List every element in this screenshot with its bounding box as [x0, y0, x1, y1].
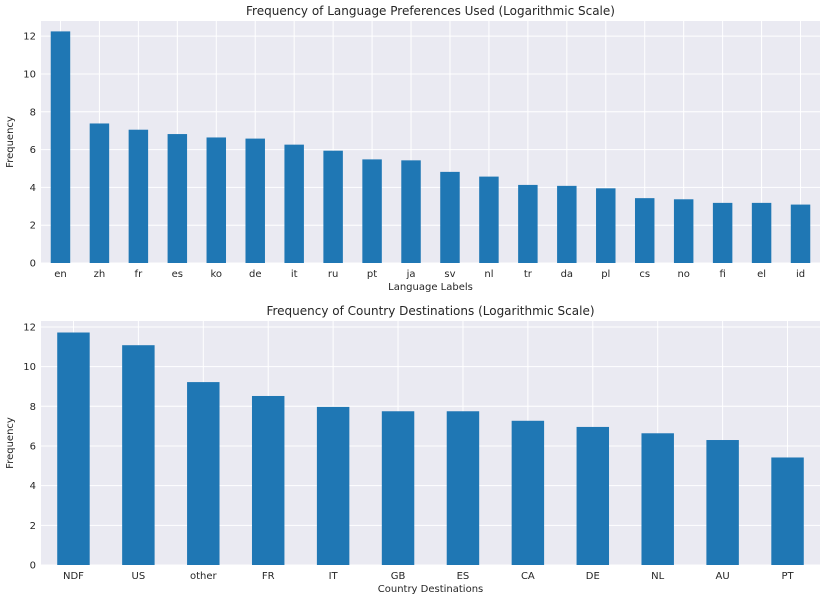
- x-tick-label: NDF: [63, 571, 84, 582]
- chart-title: Frequency of Language Preferences Used (…: [246, 4, 615, 18]
- bar-FR: [251, 395, 285, 565]
- bar-id: [790, 204, 811, 263]
- bars: [50, 31, 811, 263]
- y-tick-label: 6: [30, 441, 36, 452]
- bar-en: [50, 31, 71, 263]
- x-tick-label: other: [190, 571, 218, 582]
- bar-fr: [128, 129, 149, 263]
- bar-no: [673, 199, 694, 263]
- bar-pl: [596, 188, 616, 263]
- bar-NL: [641, 433, 674, 565]
- y-tick-label: 4: [30, 481, 36, 492]
- x-tick-label: el: [757, 269, 766, 280]
- x-tick-label: fi: [719, 269, 725, 280]
- bar-nl: [479, 176, 499, 263]
- x-tick-label: DE: [586, 571, 600, 582]
- country-destinations-chart: 0 2 4 6 8 10 12 NDF US other FR IT GB ES CA DE NL AU PT F…: [5, 304, 820, 595]
- x-tick-label: it: [291, 269, 298, 280]
- bar-it: [284, 144, 304, 263]
- x-tick-label: US: [132, 571, 146, 582]
- bar-el: [751, 202, 772, 263]
- x-tick-label: PT: [781, 571, 794, 582]
- x-tick-label: FR: [262, 571, 275, 582]
- x-tick-labels: en zh fr es ko de it ru pt ja sv nl tr da pl cs no fi el id: [54, 269, 805, 280]
- bar-IT: [316, 406, 350, 565]
- bar-DE: [576, 426, 610, 565]
- x-tick-label: ru: [328, 269, 338, 280]
- x-tick-label: no: [677, 269, 689, 280]
- x-tick-label: pt: [367, 269, 377, 280]
- x-tick-label: es: [172, 269, 183, 280]
- y-tick-label: 12: [23, 32, 36, 43]
- x-tick-label: nl: [484, 269, 493, 280]
- x-tick-label: CA: [521, 571, 535, 582]
- bar-NDF: [57, 332, 90, 565]
- x-tick-label: AU: [716, 571, 730, 582]
- bar-other: [187, 382, 220, 565]
- y-tick-label: 10: [23, 362, 36, 373]
- chart-title: Frequency of Country Destinations (Logar…: [266, 304, 594, 318]
- bar-tr: [518, 184, 538, 263]
- x-axis-label: Country Destinations: [378, 584, 484, 595]
- y-tick-labels: 0 2 4 6 8 10 12: [23, 32, 36, 270]
- plot-area: [41, 21, 820, 263]
- y-tick-label: 12: [23, 322, 36, 333]
- x-tick-label: ES: [457, 571, 470, 582]
- x-tick-label: id: [796, 269, 805, 280]
- x-axis-label: Language Labels: [388, 282, 473, 293]
- bar-GB: [381, 411, 415, 565]
- x-tick-label: ko: [210, 269, 222, 280]
- x-tick-label: de: [249, 269, 262, 280]
- x-tick-label: ja: [406, 269, 416, 280]
- y-tick-labels: 0 2 4 6 8 10 12: [23, 322, 36, 571]
- y-tick-label: 6: [30, 145, 36, 156]
- y-axis-label: Frequency: [5, 417, 16, 469]
- bar-ES: [446, 411, 480, 565]
- language-preferences-chart: 0 2 4 6 8 10 12 en zh fr es ko de it ru pt ja sv nl tr da pl…: [5, 4, 820, 293]
- bar-pt: [362, 159, 382, 263]
- plot-area: [41, 321, 820, 565]
- bar-fi: [712, 202, 733, 263]
- y-tick-label: 8: [30, 107, 36, 118]
- y-tick-label: 2: [30, 221, 36, 232]
- x-tick-label: zh: [94, 269, 106, 280]
- bar-sv: [440, 171, 460, 263]
- bar-ko: [206, 137, 227, 263]
- x-tick-label: fr: [135, 269, 144, 280]
- bars: [57, 332, 804, 565]
- bar-de: [245, 138, 265, 263]
- bar-es: [167, 134, 188, 263]
- bar-US: [122, 345, 155, 565]
- y-tick-label: 0: [30, 259, 36, 270]
- x-tick-label: NL: [651, 571, 664, 582]
- x-tick-label: sv: [444, 269, 455, 280]
- bar-PT: [771, 457, 804, 565]
- x-tick-label: cs: [639, 269, 650, 280]
- bar-AU: [706, 440, 739, 565]
- y-axis-label: Frequency: [5, 116, 16, 168]
- x-tick-label: en: [54, 269, 67, 280]
- bar-ru: [323, 150, 343, 263]
- x-tick-label: pl: [601, 269, 610, 280]
- x-tick-label: GB: [391, 571, 406, 582]
- x-tick-label: da: [561, 269, 573, 280]
- x-tick-label: IT: [329, 571, 339, 582]
- bar-ja: [401, 160, 421, 263]
- x-tick-labels: NDF US other FR IT GB ES CA DE NL AU PT: [63, 571, 795, 582]
- y-tick-label: 2: [30, 521, 36, 532]
- bar-zh: [89, 123, 110, 263]
- y-tick-label: 0: [30, 561, 36, 572]
- y-tick-label: 8: [30, 402, 36, 413]
- bar-cs: [634, 198, 655, 263]
- x-tick-label: tr: [524, 269, 533, 280]
- y-tick-label: 4: [30, 183, 36, 194]
- y-tick-label: 10: [23, 69, 36, 80]
- bar-da: [557, 185, 577, 263]
- bar-CA: [511, 420, 545, 565]
